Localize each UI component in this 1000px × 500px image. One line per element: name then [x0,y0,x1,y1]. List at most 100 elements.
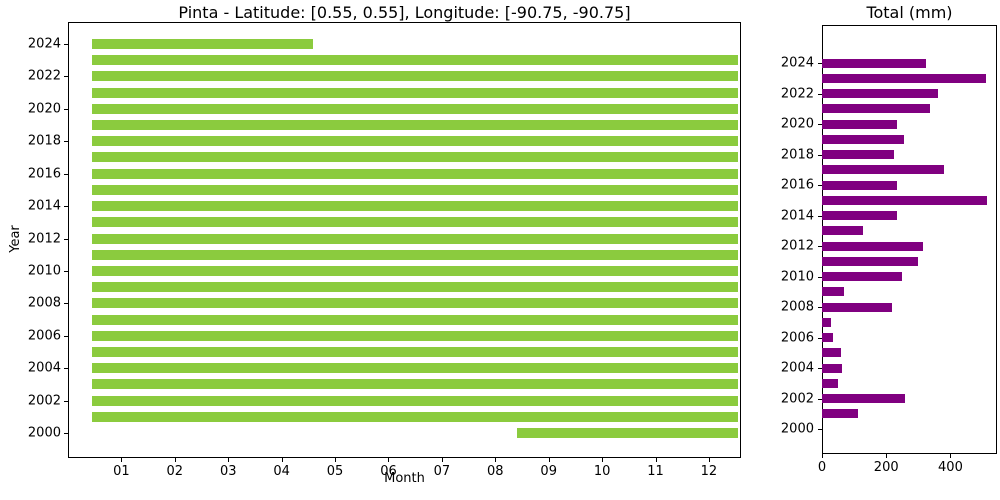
y-tick-mark [64,76,68,78]
y-tick-label: 2012 [27,231,61,246]
y-tick-mark [818,246,822,247]
coverage-bar [92,265,739,276]
x-tick-label: 10 [593,464,611,479]
total-bar [822,302,892,312]
y-tick-mark [818,368,822,369]
coverage-bar [92,298,739,309]
coverage-bar [92,395,739,406]
x-tick-label: 01 [113,464,130,479]
x-tick-label: 08 [487,464,504,479]
y-tick-label: 2012 [780,238,814,254]
y-tick-label: 2000 [780,421,814,437]
x-tick-mark [822,454,823,458]
total-bar [822,378,839,388]
y-tick-label: 2020 [27,101,61,117]
y-tick-mark [818,215,822,217]
y-tick-label: 2016 [780,177,814,193]
y-tick-label: 2002 [27,393,61,409]
x-tick-mark [121,458,123,462]
y-tick-mark [818,93,822,95]
y-tick-mark [818,63,822,64]
y-tick-label: 2018 [780,147,814,162]
y-tick-mark [818,337,822,339]
y-tick-mark [64,303,68,305]
y-tick-label: 2024 [780,55,814,71]
total-bar [822,89,938,98]
y-tick-label: 2020 [780,116,814,132]
y-tick-label: 2024 [27,36,61,52]
coverage-bar [92,184,739,195]
coverage-bar [92,363,739,374]
y-tick-mark [64,108,68,110]
y-tick-mark [64,173,68,175]
x-tick-mark [655,458,657,462]
x-tick-label: 07 [433,464,451,479]
total-bar [822,241,923,251]
total-bar [822,256,918,266]
x-tick-label: 0 [817,460,827,475]
total-bar [822,363,842,373]
x-tick-label: 03 [219,464,237,479]
coverage-bar [92,39,313,49]
total-bar [822,150,894,159]
y-tick-label: 2010 [27,263,61,279]
coverage-bar [92,103,739,114]
coverage-bar [92,379,739,390]
y-tick-label: 2006 [780,330,814,345]
coverage-bar [92,71,739,82]
total-bar [822,317,831,327]
x-tick-label: 09 [540,464,557,479]
y-tick-mark [818,154,822,156]
total-bar [822,58,926,68]
coverage-bar [92,168,739,179]
total-bar [822,348,841,358]
total-chart-title: Total (mm) [866,3,953,22]
x-tick-mark [388,458,390,462]
y-tick-label: 2022 [27,68,61,84]
y-tick-label: 2000 [27,425,61,441]
total-bar [822,394,906,403]
x-tick-mark [602,458,604,462]
y-tick-label: 2016 [27,166,61,182]
coverage-bar [92,233,739,244]
x-tick-label: 06 [380,464,397,479]
y-tick-label: 2004 [27,360,61,376]
y-tick-mark [64,141,68,143]
x-tick-mark [174,458,176,462]
total-bar [822,409,858,419]
y-tick-label: 2018 [27,133,61,149]
x-tick-label: 200 [873,460,899,475]
y-tick-label: 2008 [27,295,61,311]
y-tick-mark [64,44,68,45]
y-tick-mark [64,433,68,434]
x-tick-mark [708,458,710,462]
x-tick-mark [886,454,888,458]
y-tick-label: 2008 [780,299,814,315]
y-tick-mark [64,368,68,370]
coverage-bar [92,330,739,341]
y-tick-mark [64,270,68,272]
coverage-bar [92,314,739,325]
y-tick-mark [818,185,822,186]
x-tick-mark [228,458,230,462]
y-tick-label: 2004 [780,360,814,376]
total-bar [822,104,930,114]
coverage-bar [92,346,739,357]
y-tick-mark [818,398,822,400]
x-tick-label: 400 [938,460,963,475]
total-bar [822,73,987,83]
coverage-bar [516,428,739,438]
y-tick-label: 2010 [780,269,814,284]
y-tick-label: 2006 [27,328,61,344]
total-bar [822,180,897,190]
y-tick-label: 2022 [780,86,814,101]
x-tick-label: 05 [326,464,344,479]
coverage-bar [92,411,739,422]
x-tick-mark [281,458,283,462]
y-tick-mark [64,335,68,337]
total-bar [822,226,864,236]
total-bar [822,165,944,175]
x-tick-label: 12 [700,464,718,479]
y-tick-mark [818,429,822,430]
